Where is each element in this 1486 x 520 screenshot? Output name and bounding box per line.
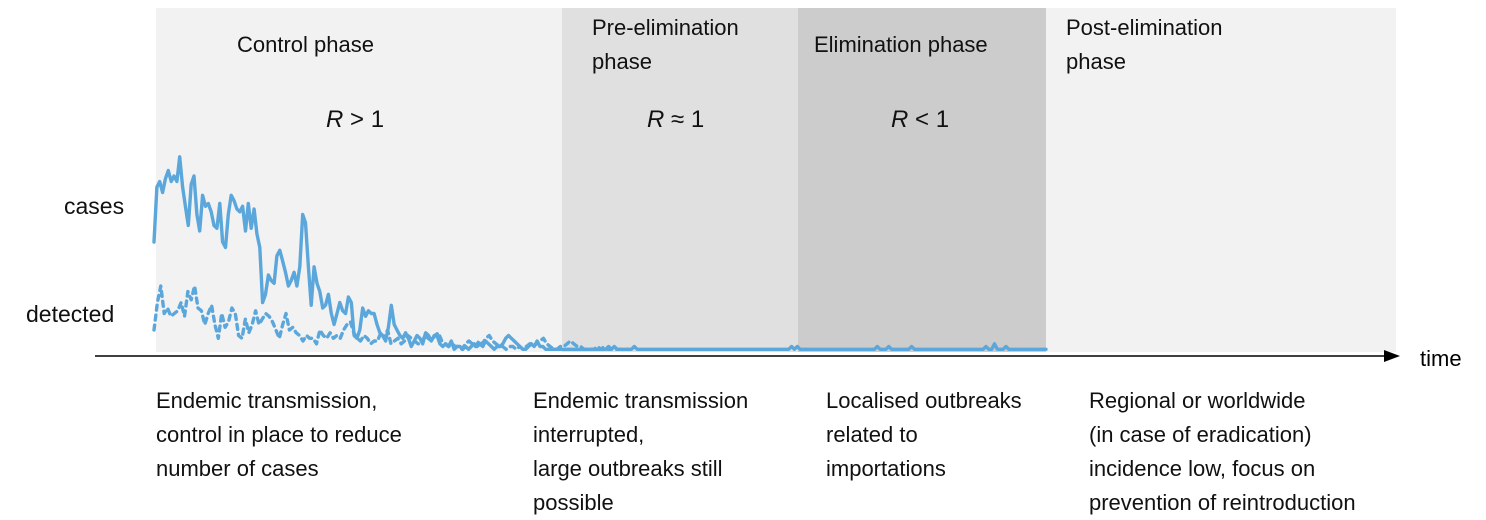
post-elimination-phase-description: Regional or worldwide (in case of eradic… — [1089, 388, 1356, 515]
r-symbol: R — [647, 106, 665, 133]
pre-elimination-phase-description: Endemic transmission interrupted, large … — [533, 388, 749, 515]
pre-elimination-phase-title: Pre-elimination phase — [592, 15, 739, 74]
post-elimination-phase-band — [1046, 8, 1396, 352]
r-relation: ≈ 1 — [671, 106, 705, 133]
r-symbol: R — [326, 106, 344, 133]
post-elimination-phase-title: Post-elimination phase — [1066, 15, 1223, 74]
r-relation: > 1 — [350, 106, 385, 133]
control-phase-band — [156, 8, 562, 352]
elimination-phase-description: Localised outbreaks related to importati… — [826, 388, 1022, 481]
control-r-label: R > 1 — [326, 106, 384, 134]
pre-elimination-r-label: R ≈ 1 — [647, 106, 704, 134]
series-layer — [152, 155, 1048, 351]
elimination-r-label: R < 1 — [891, 106, 949, 134]
elimination-phase-title: Elimination phase — [814, 32, 988, 57]
r-symbol: R — [891, 106, 909, 133]
pre-elimination-phase-band — [562, 8, 798, 352]
time-axis-label: time — [1420, 346, 1462, 371]
elimination-phase-band — [798, 8, 1046, 352]
control-phase-description: Endemic transmission, control in place t… — [156, 388, 402, 481]
detected-label: detected — [26, 301, 115, 327]
control-phase-title: Control phase — [237, 32, 374, 57]
detected-series-line — [152, 284, 630, 351]
time-axis-arrowhead-icon — [1384, 350, 1400, 362]
cases-label: cases — [64, 193, 125, 219]
r-relation: < 1 — [915, 106, 950, 133]
